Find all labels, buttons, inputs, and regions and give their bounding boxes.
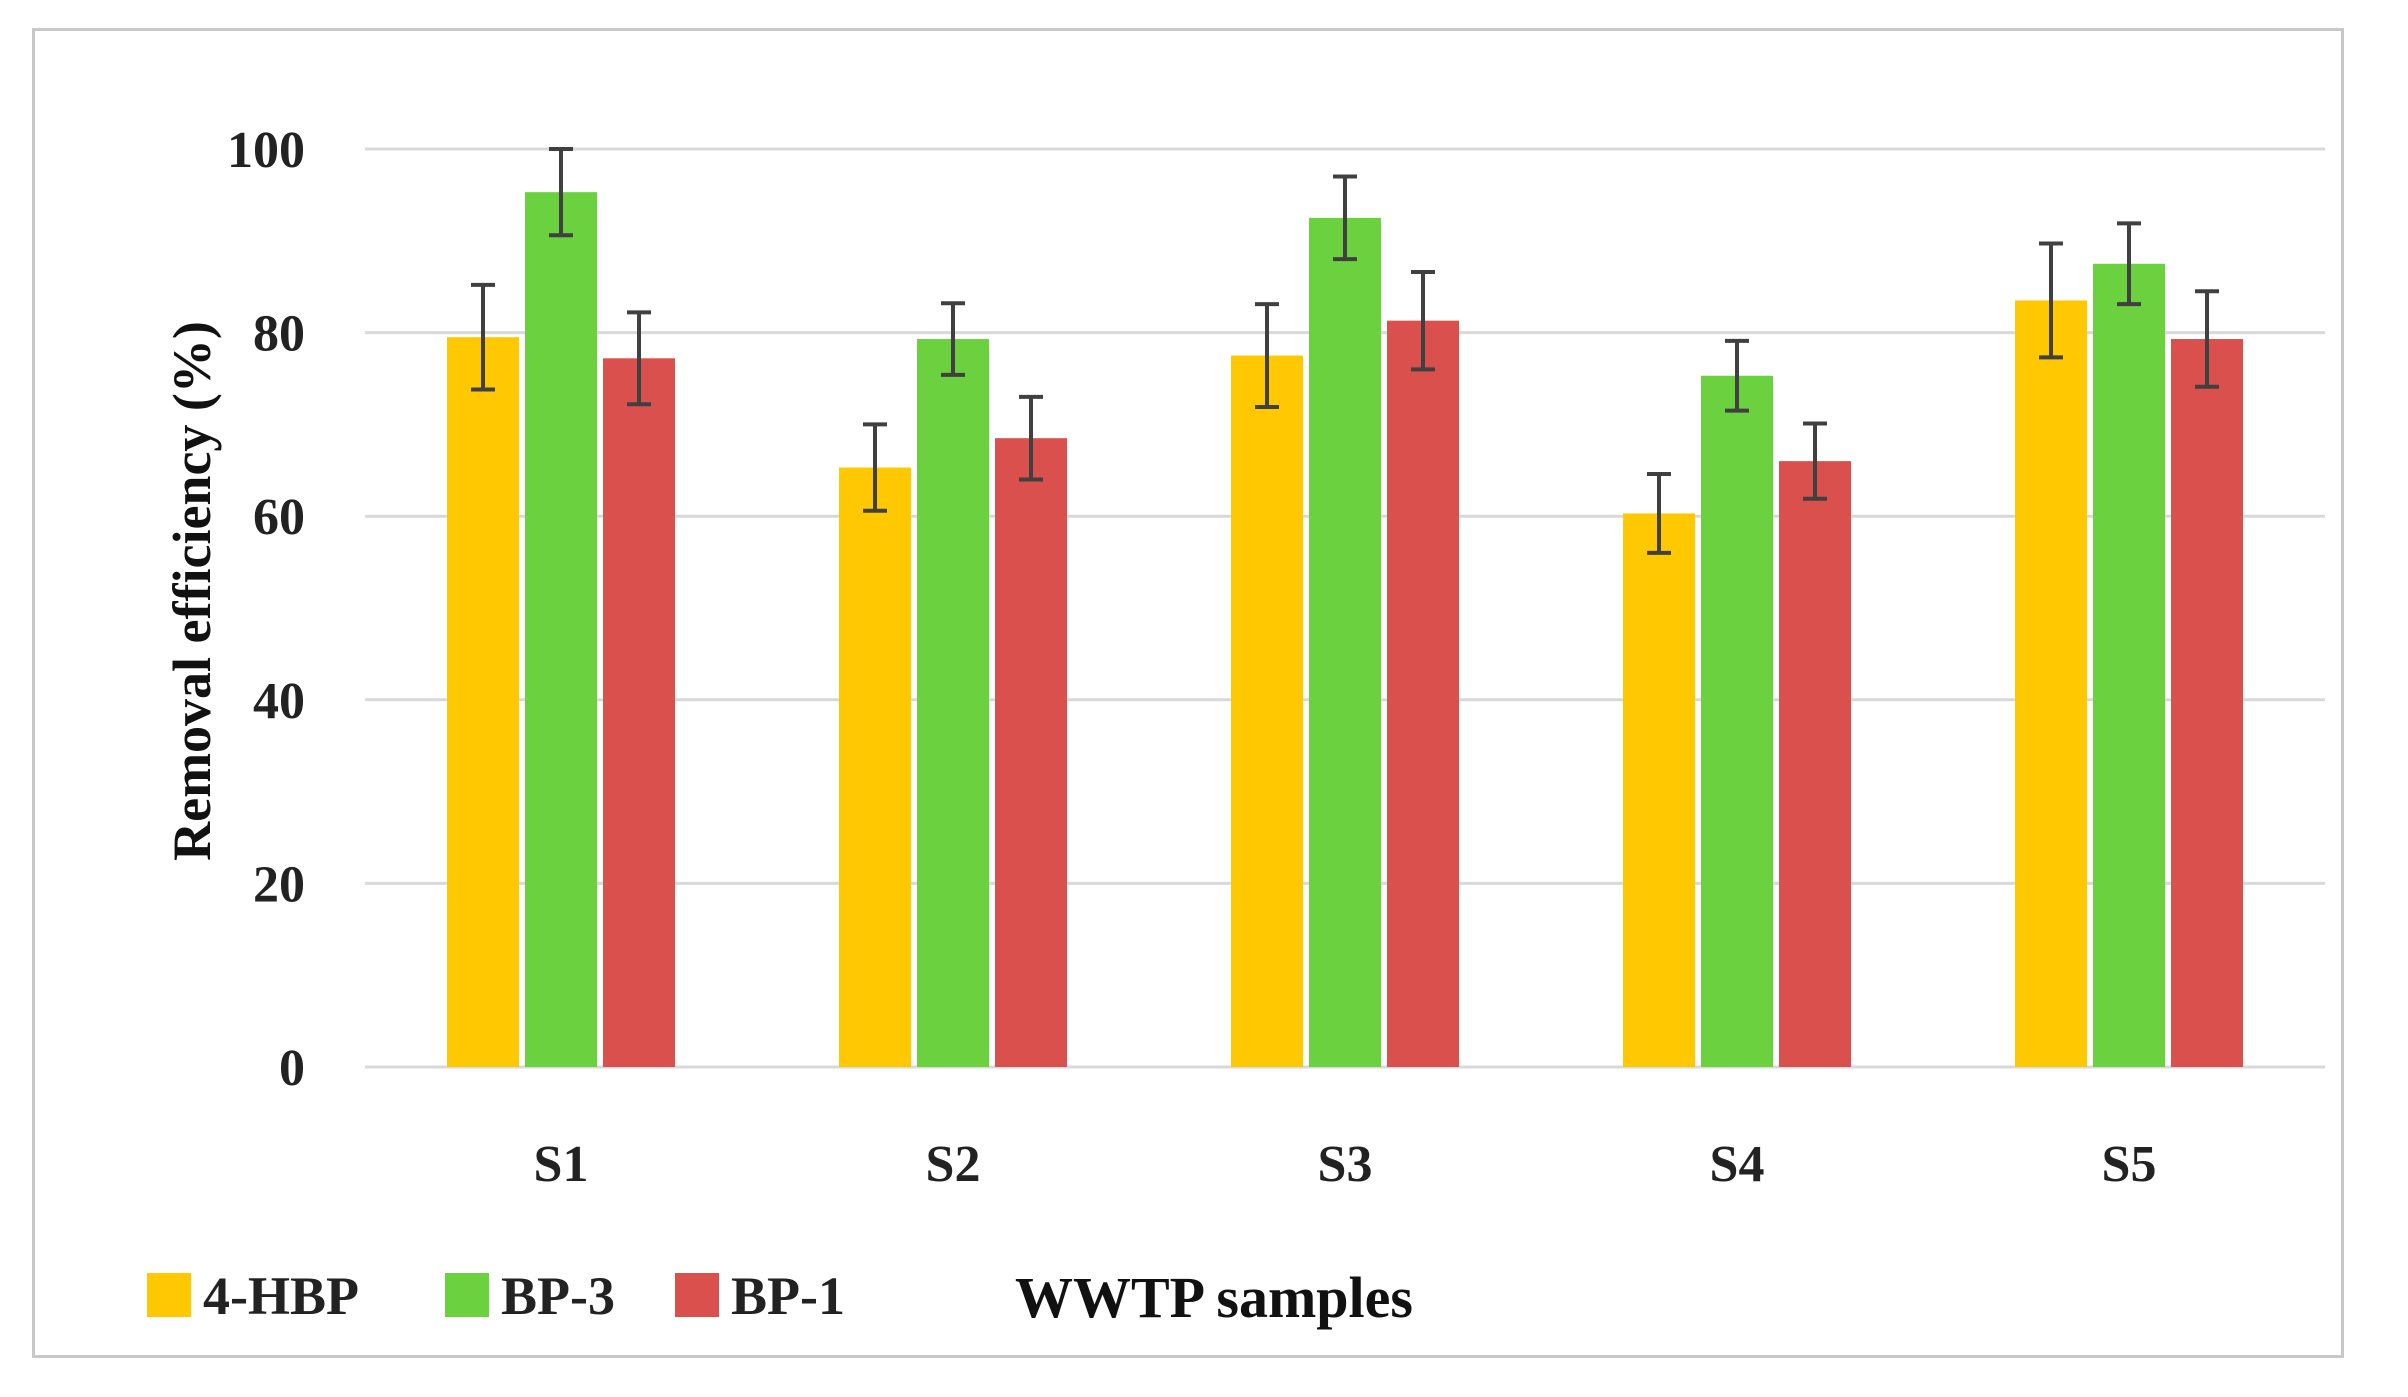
- legend-swatch-BP-3: [445, 1273, 489, 1317]
- legend-label-BP-1: BP-1: [731, 1266, 845, 1326]
- error-bar-4-HBP-S5: [2039, 241, 2063, 360]
- x-tick-labels: S1 S2 S3 S4 S5: [534, 1136, 2157, 1193]
- y-tick-label: 60: [253, 489, 305, 546]
- error-bar-BP-3-S5: [2117, 221, 2141, 307]
- x-tick-label: S3: [1318, 1136, 1373, 1193]
- error-bar-BP-3-S2: [941, 301, 965, 377]
- legend-label-BP-3: BP-3: [501, 1266, 615, 1326]
- x-tick-label: S4: [1710, 1136, 1765, 1193]
- error-bar-BP-1-S5: [2195, 289, 2219, 389]
- legend: 4-HBP BP-3 BP-1: [147, 1266, 845, 1326]
- bar-BP-3-S2: [917, 339, 989, 1067]
- legend-swatch-4-HBP: [147, 1273, 191, 1317]
- bar-BP-1-S5: [2171, 339, 2243, 1067]
- error-bar-BP-3-S4: [1725, 338, 1749, 413]
- bar-BP-3-S3: [1309, 217, 1381, 1068]
- bar-BP-1-S3: [1387, 320, 1459, 1067]
- error-bar-BP-1-S4: [1803, 421, 1827, 501]
- bar-BP-1-S1: [603, 358, 675, 1068]
- y-tick-label: 0: [279, 1040, 305, 1097]
- bar-4-HBP-S1: [447, 337, 519, 1067]
- bar-4-HBP-S3: [1231, 355, 1303, 1067]
- bar-BP-1-S4: [1779, 461, 1851, 1067]
- bars: [447, 192, 2243, 1068]
- bar-4-HBP-S2: [839, 467, 911, 1067]
- error-bar-BP-1-S1: [627, 310, 651, 407]
- bar-4-HBP-S4: [1623, 513, 1695, 1067]
- error-bar-4-HBP-S4: [1647, 471, 1671, 555]
- error-bars: [471, 147, 2219, 555]
- x-axis-title: WWTP samples: [1015, 1265, 1413, 1330]
- legend-label-4-HBP: 4-HBP: [203, 1266, 359, 1326]
- bar-BP-1-S2: [995, 438, 1067, 1067]
- chart-frame: 0 20 40 60 80 100 S1 S2 S3 S4 S5 Removal efficien…: [32, 28, 2344, 1358]
- x-tick-label: S1: [534, 1136, 589, 1193]
- error-bar-4-HBP-S3: [1255, 302, 1279, 409]
- y-axis-title: Removal efficiency (%): [162, 321, 222, 861]
- bar-4-HBP-S5: [2015, 300, 2087, 1068]
- bar-BP-3-S4: [1701, 375, 1773, 1068]
- error-bar-BP-3-S3: [1333, 174, 1357, 262]
- error-bar-BP-1-S2: [1019, 394, 1043, 482]
- x-tick-label: S2: [926, 1136, 981, 1193]
- y-tick-label: 100: [227, 122, 305, 179]
- y-tick-label: 20: [253, 856, 305, 913]
- y-tick-labels: 0 20 40 60 80 100: [227, 122, 305, 1097]
- bar-BP-3-S5: [2093, 263, 2165, 1067]
- bar-chart: 0 20 40 60 80 100 S1 S2 S3 S4 S5 Removal efficien…: [147, 122, 2325, 1330]
- error-bar-BP-3-S1: [549, 147, 573, 238]
- y-tick-label: 40: [253, 673, 305, 730]
- legend-swatch-BP-1: [675, 1273, 719, 1317]
- error-bar-BP-1-S3: [1411, 270, 1435, 372]
- error-bar-4-HBP-S2: [863, 422, 887, 513]
- error-bar-4-HBP-S1: [471, 282, 495, 392]
- y-tick-label: 80: [253, 306, 305, 363]
- bar-BP-3-S1: [525, 192, 597, 1067]
- x-tick-label: S5: [2102, 1136, 2157, 1193]
